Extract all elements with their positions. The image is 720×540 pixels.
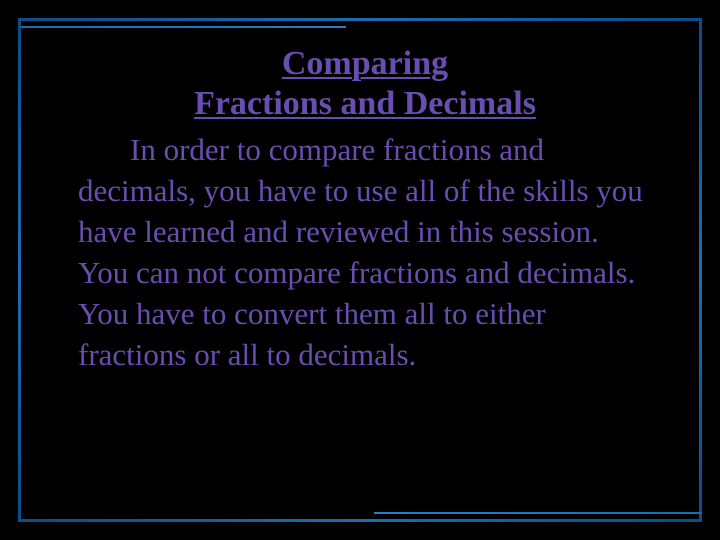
border-left [18, 18, 21, 522]
border-bottom-outer [18, 519, 702, 522]
title-line-1: Comparing [282, 45, 448, 82]
title-line-2: Fractions and Decimals [194, 85, 536, 122]
border-right [699, 18, 702, 522]
border-top-inner [18, 26, 346, 28]
slide-title: Comparing Fractions and Decimals [78, 44, 652, 124]
body-text-content: In order to compare fractions and decima… [78, 132, 643, 372]
slide-content: Comparing Fractions and Decimals In orde… [78, 44, 652, 510]
border-top-outer [18, 18, 702, 21]
border-bottom-inner [374, 512, 702, 514]
slide-body: In order to compare fractions and decima… [78, 130, 652, 375]
